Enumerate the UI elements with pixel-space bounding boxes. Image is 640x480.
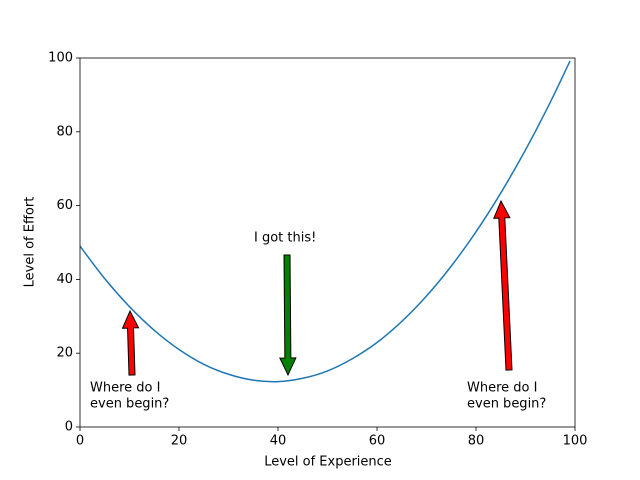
arrow [493,199,513,371]
y-tick-label: 80 [56,124,73,139]
y-axis-label: Level of Effort [23,197,38,288]
y-tick-label: 100 [48,51,73,66]
y-tick-label: 60 [56,198,73,213]
annotation: even begin? [467,397,546,412]
arrow [121,309,140,376]
x-tick-label: 60 [369,434,386,449]
y-tick-label: 0 [65,420,73,435]
y-tick-label: 40 [56,272,73,287]
annotation: Where do I [90,381,160,396]
x-tick-label: 20 [171,434,188,449]
x-axis-label: Level of Experience [264,455,392,470]
arrow [279,254,297,377]
y-tick-label: 20 [56,346,73,361]
axes-frame [79,57,576,428]
annotation: Where do I [467,381,537,396]
annotation: even begin? [90,397,169,412]
x-tick-label: 80 [468,434,485,449]
x-tick-label: 40 [270,434,287,449]
annotation: I got this! [254,231,316,246]
x-tick-label: 0 [76,434,84,449]
x-tick-label: 100 [563,434,588,449]
curve [80,60,571,383]
